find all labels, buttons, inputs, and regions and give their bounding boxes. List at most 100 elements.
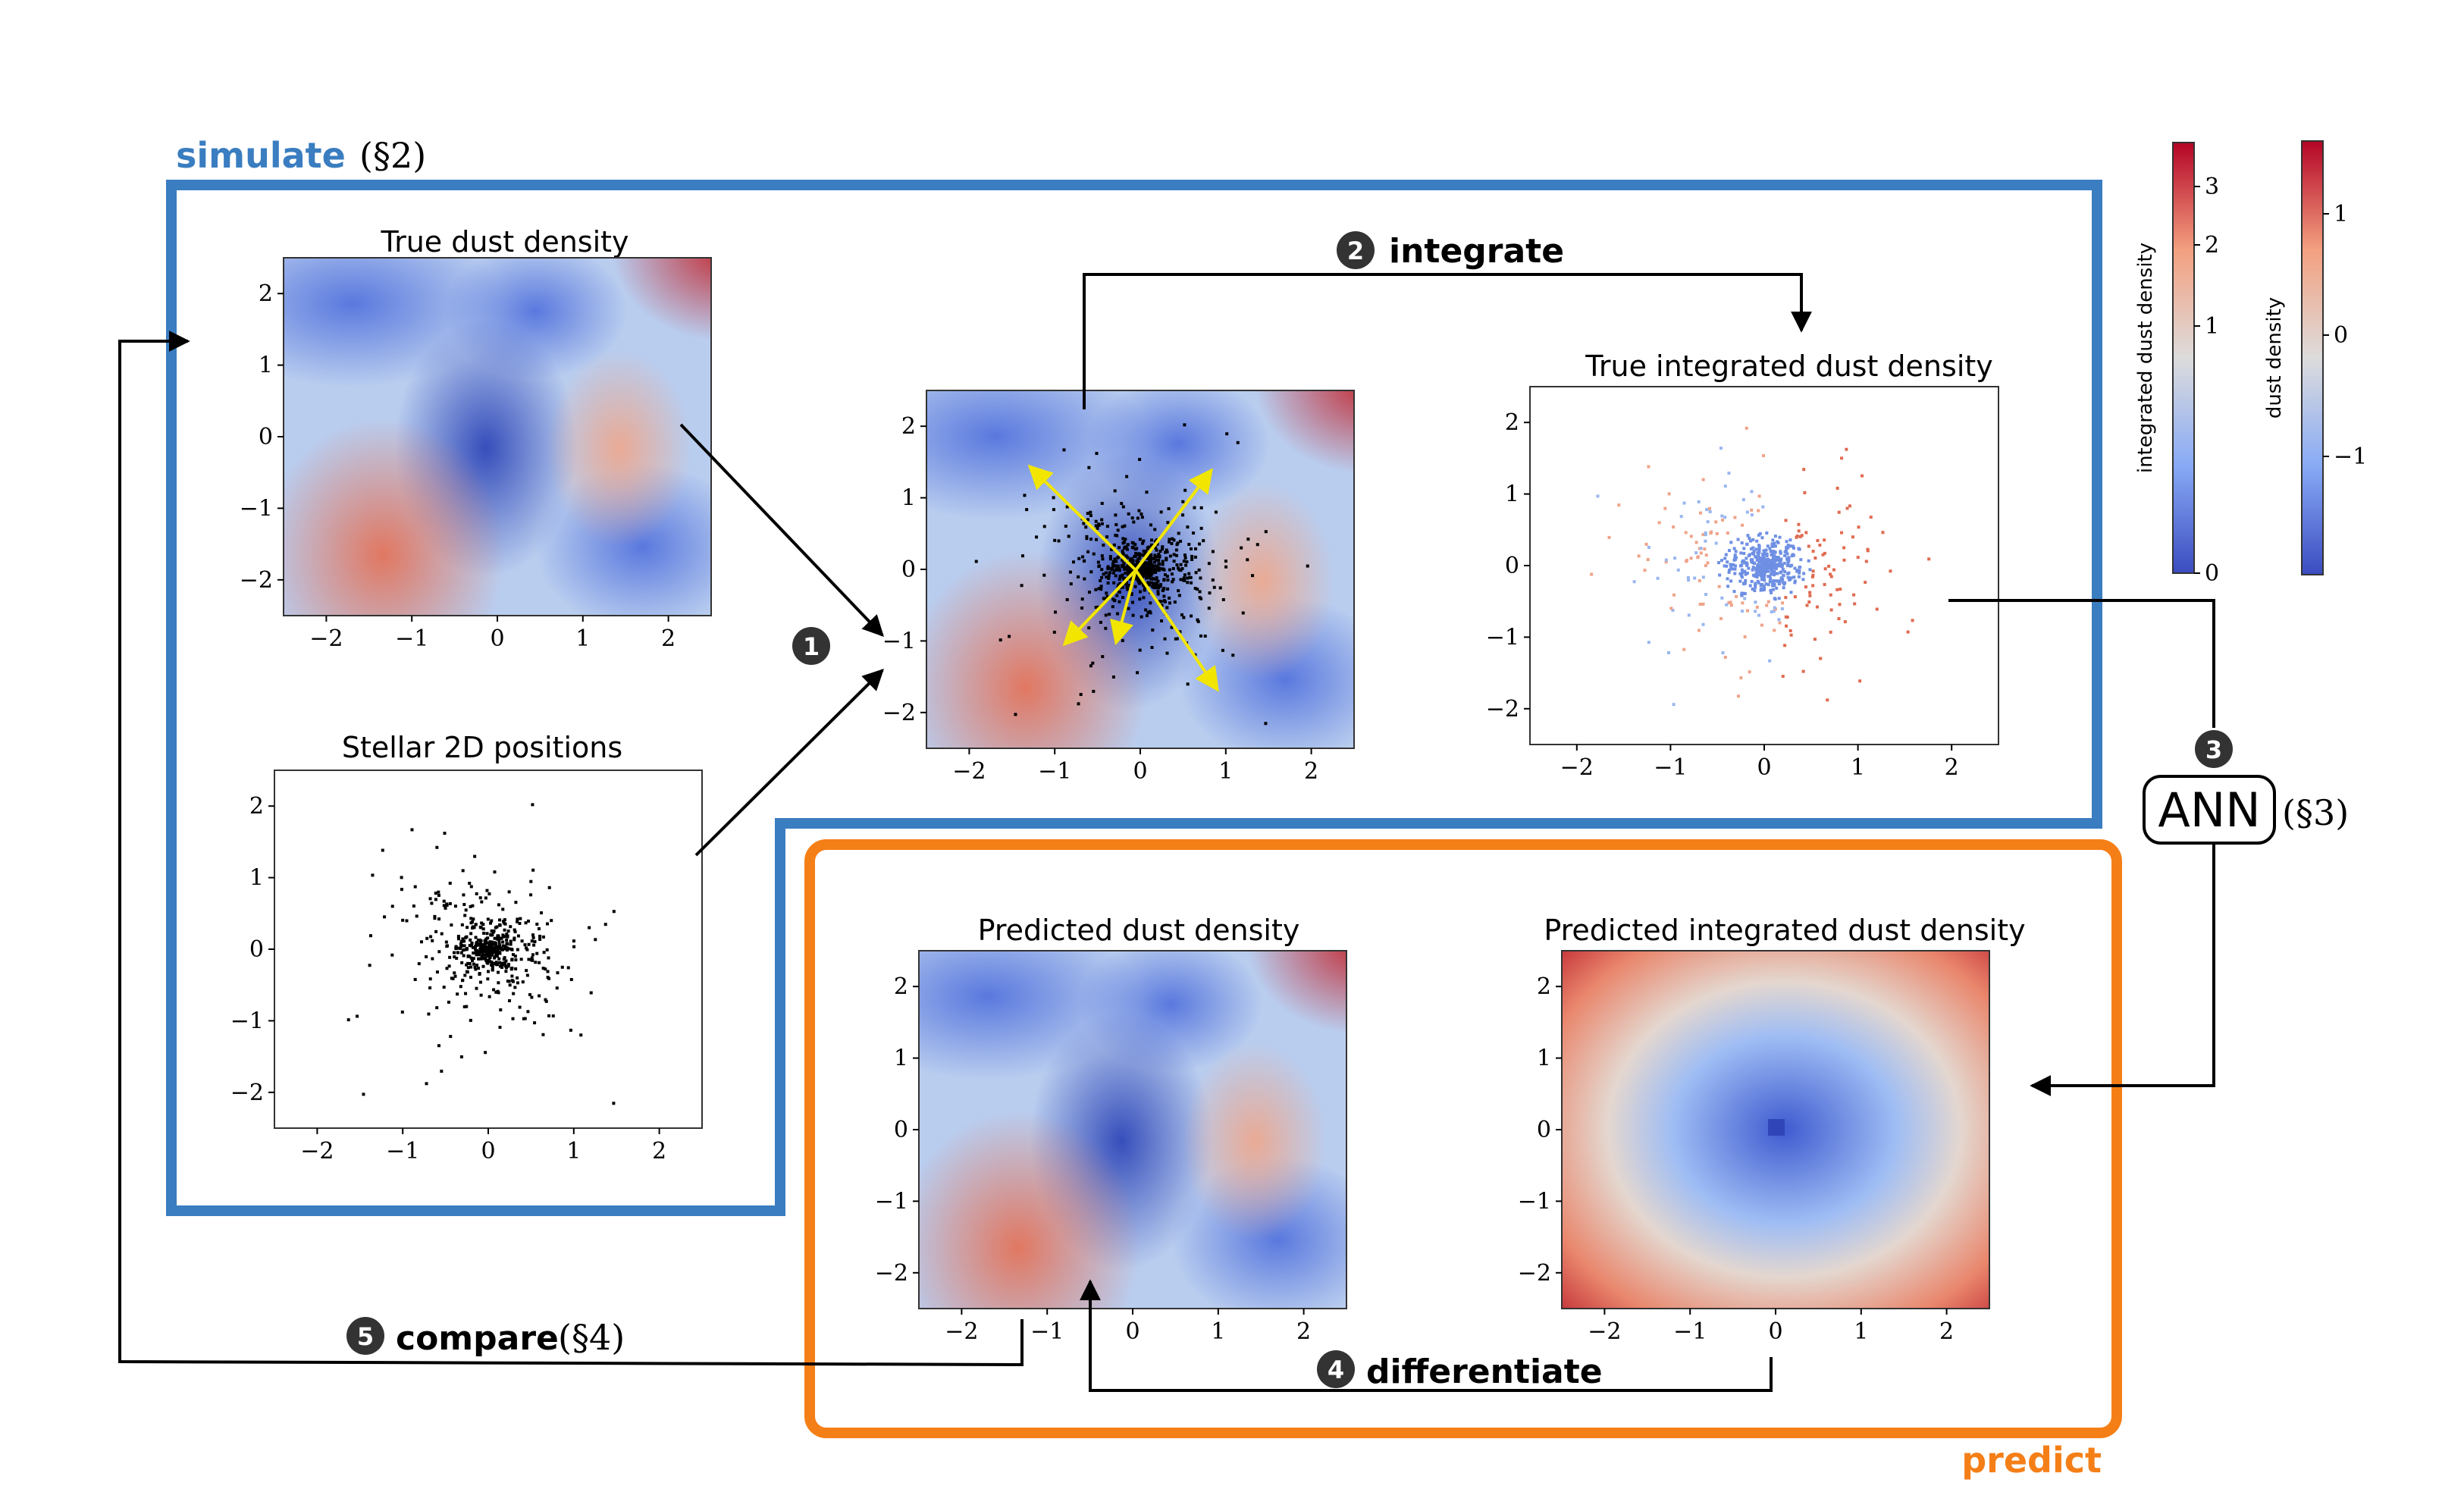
star-point (1729, 565, 1733, 569)
star-point (1785, 563, 1789, 567)
star-point (1617, 503, 1621, 507)
star-point (1734, 556, 1738, 560)
star-point (1099, 620, 1102, 624)
star-point (1842, 546, 1846, 550)
star-point (1743, 635, 1747, 638)
colorbar-tick-label: 2 (2205, 232, 2219, 259)
star-point (1769, 577, 1773, 581)
star-point (1111, 571, 1115, 575)
star-point (1103, 597, 1107, 600)
star-point (541, 1033, 545, 1036)
star-point (1153, 555, 1157, 559)
star-point (482, 931, 486, 935)
star-point (1761, 454, 1765, 458)
star-point (1065, 505, 1069, 509)
star-point (444, 906, 447, 910)
star-point (1749, 547, 1753, 550)
star-point (1754, 572, 1758, 576)
star-point (1647, 641, 1651, 644)
x-tick-label: −2 (300, 1138, 334, 1165)
star-point (1792, 546, 1795, 550)
star-point (1829, 593, 1832, 597)
panel-combined: −2 2 −1 1 0 0 1 −1 2 −2 (882, 390, 1355, 785)
star-point (1740, 568, 1744, 572)
star-point (1733, 572, 1737, 575)
star-point (1183, 553, 1187, 557)
star-point (400, 876, 403, 879)
star-point (1085, 537, 1089, 541)
star-point (1762, 549, 1766, 553)
star-point (1752, 550, 1756, 553)
star-point (1141, 541, 1145, 545)
y-tick-label: 2 (249, 793, 264, 820)
star-point (501, 944, 505, 948)
star-point (1023, 494, 1027, 497)
star-point (1772, 610, 1776, 613)
star-point (500, 936, 503, 940)
star-point (1773, 597, 1776, 600)
star-point (1762, 586, 1766, 590)
star-point (1755, 539, 1759, 543)
star-point (1107, 574, 1111, 578)
star-point (1155, 555, 1159, 559)
star-point (1682, 647, 1686, 651)
colorbar-density: dust density 1 0 −1 (2263, 140, 2367, 575)
star-point (435, 1006, 439, 1010)
star-point (448, 881, 452, 885)
star-point (480, 948, 484, 951)
star-point (1221, 648, 1224, 652)
star-point (1163, 637, 1167, 641)
star-point (1664, 560, 1668, 564)
star-point (1823, 551, 1826, 555)
star-point (462, 954, 466, 958)
star-point (1208, 591, 1212, 595)
star-point (462, 1005, 466, 1008)
star-point (1786, 575, 1790, 579)
panel-true-integrated: True integrated dust density −2 2 −1 1 0 0 1 −1… (1486, 350, 1999, 781)
y-tick-label: −1 (882, 628, 916, 654)
star-point (1098, 564, 1102, 568)
star-point (1168, 554, 1172, 558)
star-point (1729, 567, 1733, 571)
star-point (446, 944, 450, 948)
star-point (1077, 556, 1081, 560)
star-point (572, 945, 576, 948)
star-point (1772, 566, 1776, 569)
star-point (1123, 524, 1127, 528)
star-point (1699, 551, 1703, 555)
star-point (474, 923, 478, 926)
star-point (1121, 553, 1125, 556)
star-point (527, 958, 531, 961)
star-point (1838, 603, 1842, 607)
star-point (533, 1021, 537, 1025)
star-point (1795, 534, 1799, 538)
star-point (1145, 576, 1149, 580)
star-point (469, 976, 473, 980)
star-point (468, 962, 472, 966)
star-point (1171, 580, 1174, 584)
star-point (456, 937, 460, 941)
star-point (1792, 575, 1796, 579)
star-point (1715, 531, 1719, 535)
star-point (413, 885, 417, 889)
star-point (1135, 563, 1139, 566)
star-point (1840, 456, 1844, 460)
star-point (1773, 550, 1777, 554)
star-point (1729, 563, 1732, 566)
star-point (524, 921, 528, 925)
star-point (1756, 563, 1760, 566)
star-point (1115, 594, 1119, 597)
x-tick-label: 0 (481, 1138, 495, 1165)
star-point (1704, 592, 1708, 596)
star-point (1769, 550, 1773, 553)
star-point (490, 919, 494, 923)
star-point (1852, 593, 1856, 597)
star-point (455, 956, 459, 960)
star-point (1778, 579, 1782, 583)
star-point (1740, 610, 1744, 613)
star-point (494, 947, 497, 951)
panel-pred-integrated: Predicted integrated dust density −2 2 −1 1… (1518, 914, 2026, 1345)
star-point (516, 981, 519, 985)
star-point (479, 993, 483, 997)
